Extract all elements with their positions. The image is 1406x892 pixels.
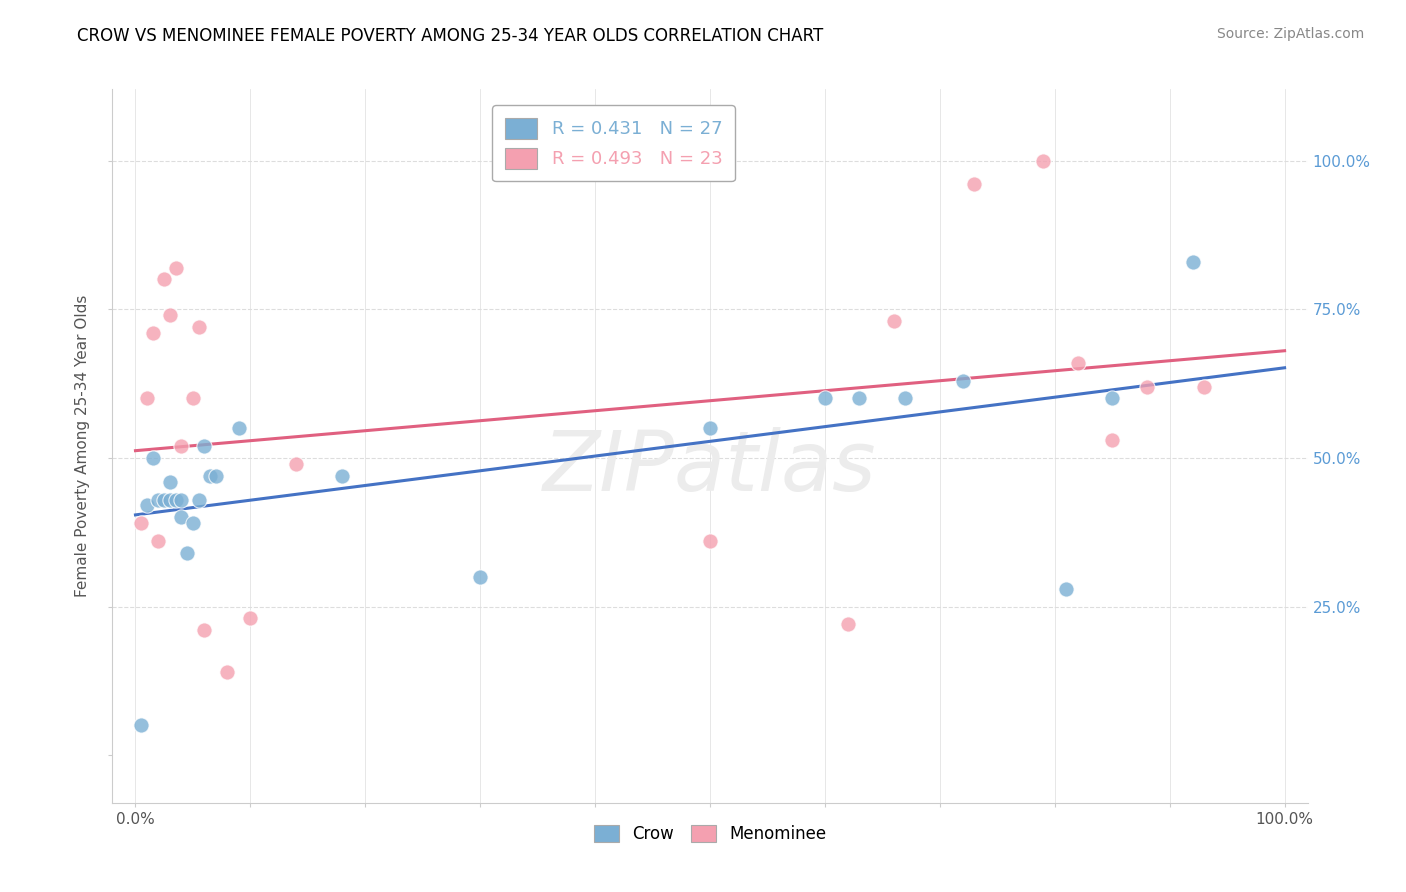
- Point: [1101, 433, 1123, 447]
- Point: [883, 314, 905, 328]
- Point: [239, 611, 262, 625]
- Point: [217, 665, 239, 679]
- Point: [159, 492, 181, 507]
- Point: [165, 260, 187, 275]
- Point: [1101, 392, 1123, 406]
- Legend: Crow, Menominee: Crow, Menominee: [585, 817, 835, 852]
- Point: [170, 492, 193, 507]
- Point: [181, 516, 204, 531]
- Point: [165, 492, 187, 507]
- Point: [142, 450, 165, 465]
- Point: [129, 516, 152, 531]
- Point: [952, 374, 974, 388]
- Point: [193, 624, 215, 638]
- Point: [170, 510, 193, 524]
- Point: [699, 421, 721, 435]
- Point: [894, 392, 917, 406]
- Point: [837, 617, 859, 632]
- Point: [228, 421, 250, 435]
- Point: [136, 499, 159, 513]
- Text: CROW VS MENOMINEE FEMALE POVERTY AMONG 25-34 YEAR OLDS CORRELATION CHART: CROW VS MENOMINEE FEMALE POVERTY AMONG 2…: [77, 27, 824, 45]
- Point: [159, 475, 181, 489]
- Text: ZIPatlas: ZIPatlas: [543, 427, 877, 508]
- Text: Source: ZipAtlas.com: Source: ZipAtlas.com: [1216, 27, 1364, 41]
- Point: [170, 439, 193, 453]
- Point: [181, 392, 204, 406]
- Y-axis label: Female Poverty Among 25-34 Year Olds: Female Poverty Among 25-34 Year Olds: [75, 295, 90, 597]
- Point: [148, 492, 170, 507]
- Point: [148, 534, 170, 549]
- Point: [153, 492, 176, 507]
- Point: [205, 468, 228, 483]
- Point: [153, 272, 176, 286]
- Point: [963, 178, 986, 192]
- Point: [198, 468, 221, 483]
- Point: [1192, 379, 1215, 393]
- Point: [129, 718, 152, 732]
- Point: [470, 570, 492, 584]
- Point: [285, 457, 308, 471]
- Point: [1032, 153, 1054, 168]
- Point: [159, 308, 181, 322]
- Point: [1054, 582, 1077, 596]
- Point: [814, 392, 837, 406]
- Point: [187, 320, 209, 334]
- Point: [193, 439, 215, 453]
- Point: [848, 392, 870, 406]
- Point: [1181, 254, 1204, 268]
- Point: [142, 326, 165, 340]
- Point: [136, 392, 159, 406]
- Point: [1067, 356, 1090, 370]
- Point: [176, 546, 198, 560]
- Point: [699, 534, 721, 549]
- Point: [330, 468, 353, 483]
- Point: [1136, 379, 1159, 393]
- Point: [187, 492, 209, 507]
